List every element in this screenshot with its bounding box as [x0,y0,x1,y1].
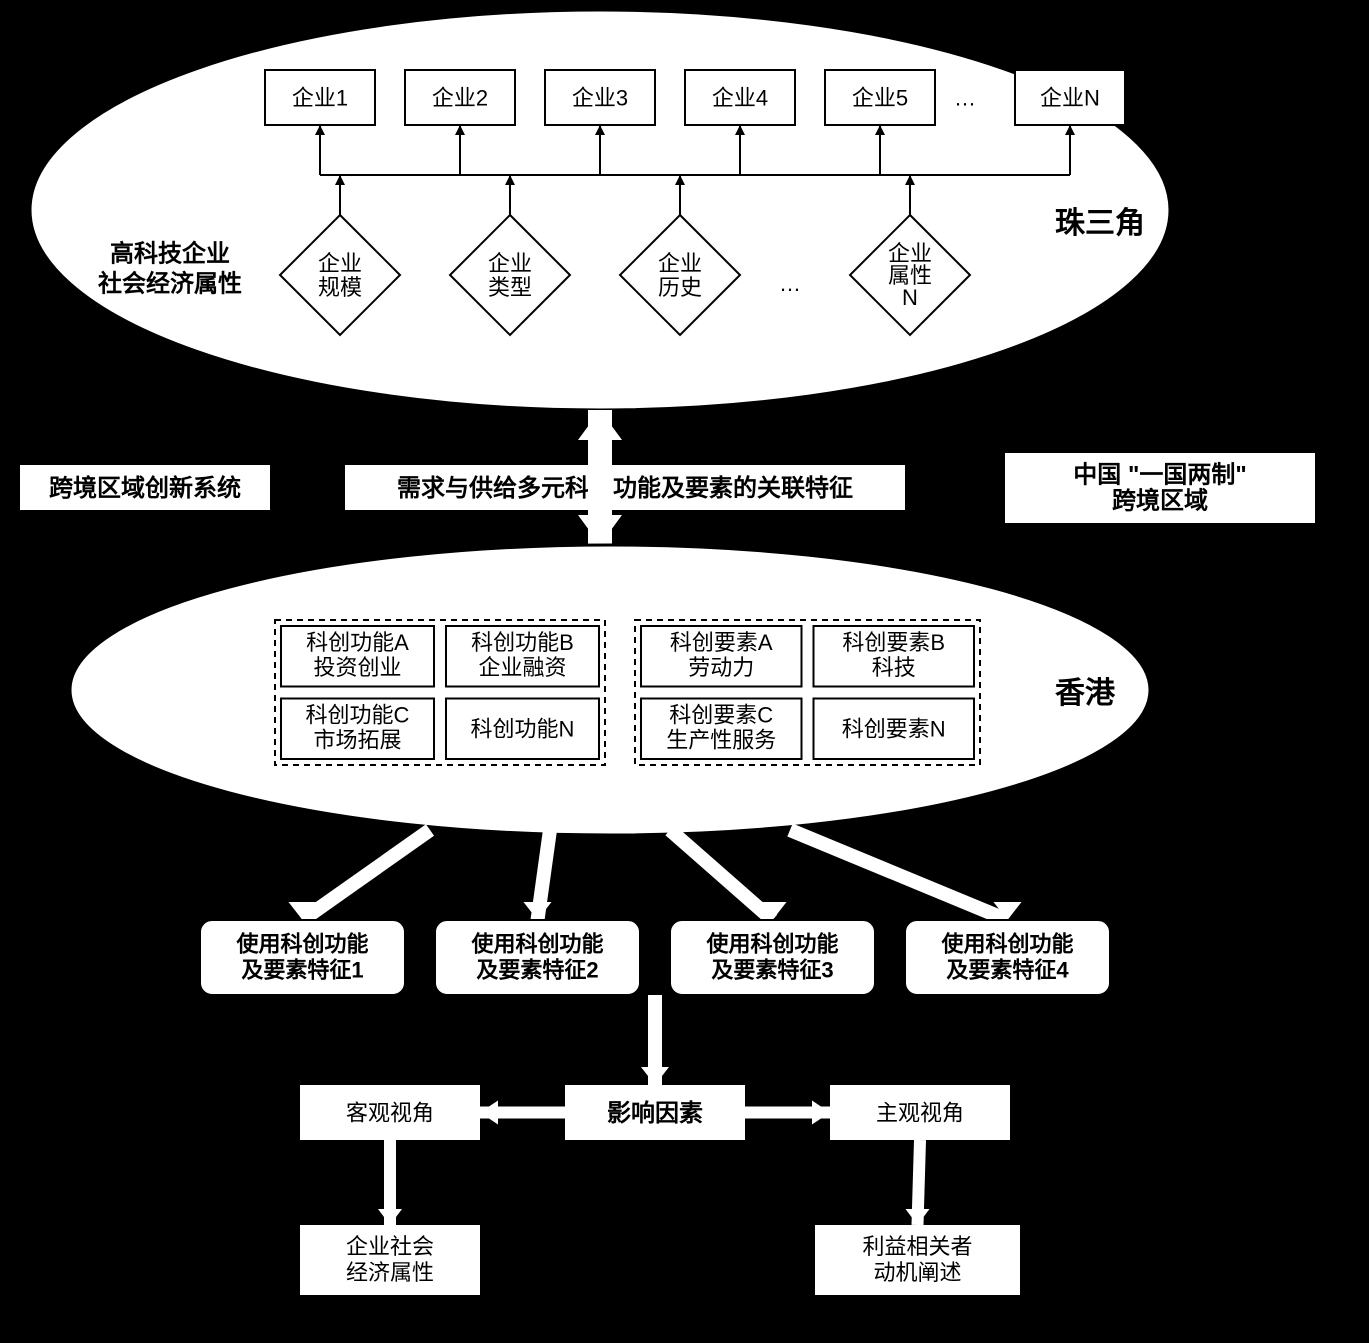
svg-text:科创功能N: 科创功能N [471,717,575,742]
svg-text:科创要素B: 科创要素B [842,630,945,655]
svg-text:历史: 历史 [658,275,702,300]
svg-text:投资创业: 投资创业 [313,655,401,680]
svg-text:需求与供给多元科创功能及要素的关联特征: 需求与供给多元科创功能及要素的关联特征 [397,474,853,502]
svg-text:生产性服务: 生产性服务 [666,728,776,753]
enterprises-ellipsis: … [954,85,976,110]
svg-text:规模: 规模 [318,275,362,300]
svg-text:动机阐述: 动机阐述 [873,1260,961,1285]
svg-text:科创要素A: 科创要素A [670,630,773,655]
svg-text:科创功能B: 科创功能B [471,630,574,655]
svg-text:影响因素: 影响因素 [607,1099,703,1127]
ellipse-hk [70,545,1150,835]
svg-text:及要素特征4: 及要素特征4 [946,957,1069,982]
svg-text:中国 "一国两制": 中国 "一国两制" [1073,461,1246,488]
svg-text:科创要素C: 科创要素C [669,703,773,728]
svg-text:N: N [902,285,918,310]
svg-text:类型: 类型 [488,275,532,300]
svg-text:企业: 企业 [318,251,362,276]
svg-text:使用科创功能: 使用科创功能 [940,931,1073,956]
enterprise-label-e1: 企业1 [292,85,348,110]
label-hightech-1: 高科技企业 [110,239,230,267]
svg-text:客观视角: 客观视角 [346,1100,434,1125]
svg-text:及要素特征3: 及要素特征3 [711,957,833,982]
svg-text:劳动力: 劳动力 [688,655,754,680]
enterprise-label-e4: 企业4 [712,85,768,110]
enterprise-label-en: 企业N [1040,85,1100,110]
svg-text:主观视角: 主观视角 [876,1100,964,1125]
svg-text:企业融资: 企业融资 [478,655,566,680]
label-hightech-2: 社会经济属性 [98,269,242,297]
label-hk: 香港 [1055,677,1116,710]
diamonds-ellipsis: … [779,271,801,296]
enterprise-label-e5: 企业5 [852,85,908,110]
svg-text:科创要素N: 科创要素N [842,717,946,742]
svg-text:市场拓展: 市场拓展 [313,728,401,753]
enterprise-label-e2: 企业2 [432,85,488,110]
svg-text:跨境区域: 跨境区域 [1112,486,1208,514]
svg-text:使用科创功能: 使用科创功能 [235,931,368,956]
enterprise-label-e3: 企业3 [572,85,628,110]
svg-text:科创功能C: 科创功能C [306,703,410,728]
svg-text:跨境区域创新系统: 跨境区域创新系统 [49,474,241,502]
svg-text:企业: 企业 [658,251,702,276]
svg-text:企业社会: 企业社会 [346,1234,434,1259]
svg-text:及要素特征2: 及要素特征2 [476,957,598,982]
svg-text:使用科创功能: 使用科创功能 [705,931,838,956]
svg-text:使用科创功能: 使用科创功能 [470,931,603,956]
svg-text:企业: 企业 [488,251,532,276]
label-prd: 珠三角 [1055,207,1145,240]
svg-text:科创功能A: 科创功能A [306,630,409,655]
svg-text:及要素特征1: 及要素特征1 [241,957,363,982]
svg-text:经济属性: 经济属性 [346,1260,434,1285]
svg-text:科技: 科技 [872,655,916,680]
svg-text:利益相关者: 利益相关者 [862,1234,972,1259]
